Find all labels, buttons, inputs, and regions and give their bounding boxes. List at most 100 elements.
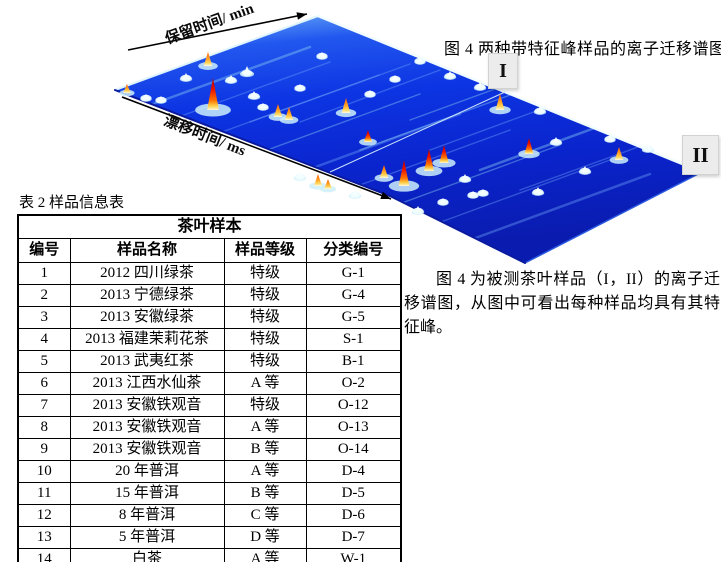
peak-marker [644, 144, 652, 150]
table-cell: A 等 [223, 548, 307, 562]
table-cell: O-13 [305, 416, 402, 439]
table-row: 14 白茶 A 等 W-1 [17, 548, 402, 562]
peak-marker [439, 145, 449, 163]
table-group-header: 茶叶样本 [17, 214, 402, 239]
table-cell: B 等 [223, 438, 307, 461]
table-cell: 白茶 [69, 548, 225, 562]
table-row: 1 2012 四川绿茶 特级 G-1 [17, 262, 402, 285]
drift-axis-arrow-head [380, 191, 391, 200]
peak-marker [414, 206, 422, 212]
table-cell: 2 [17, 284, 71, 307]
streak-line [468, 172, 652, 242]
table-cell: 特级 [223, 350, 307, 373]
peak-marker [534, 187, 542, 193]
table-cell: G-5 [305, 306, 402, 329]
peak-marker [476, 82, 484, 88]
table-cell: D-4 [305, 460, 402, 483]
peak-marker [391, 75, 399, 80]
body-paragraph: 图 4 为被测茶叶样品（I，II）的离子迁移谱图，从图中可看出每种样品均具有其特… [404, 271, 720, 336]
peak-marker [479, 189, 487, 194]
table-cell: 8 年普洱 [69, 504, 225, 527]
surface-edge [389, 195, 526, 264]
table-cell: A 等 [223, 460, 307, 483]
table-cell: 2013 福建茉莉花茶 [69, 328, 225, 351]
table-cell: 特级 [223, 262, 307, 285]
table-row: 3 2013 安徽绿茶 特级 G-5 [17, 306, 402, 329]
table-cell: 2013 武夷红茶 [69, 350, 225, 373]
peak-marker [207, 78, 219, 110]
table-row: 4 2013 福建茉莉花茶 特级 S-1 [17, 328, 402, 351]
peak-marker [424, 149, 434, 171]
table-row: 13 5 年普洱 D 等 D-7 [17, 526, 402, 549]
peak-marker [469, 191, 477, 196]
table-cell: 9 [17, 438, 71, 461]
table-cell: 15 年普洱 [69, 482, 225, 505]
table-cell: D-5 [305, 482, 402, 505]
table-cell: D-7 [305, 526, 402, 549]
table-row: 7 2013 安徽铁观音 特级 O-12 [17, 394, 402, 417]
table-cell: A 等 [223, 416, 307, 439]
table-column-header: 样品名称 [69, 238, 225, 263]
surface-edge [524, 171, 703, 264]
table-cell: 2013 安徽铁观音 [69, 416, 225, 439]
peak-marker [318, 52, 326, 57]
retention-axis-arrow-head [296, 12, 307, 20]
table-cell: G-4 [305, 284, 402, 307]
table-cell: 11 [17, 482, 71, 505]
spectrum-surface [115, 16, 702, 263]
table-cell: O-12 [305, 394, 402, 417]
table-column-header: 编号 [17, 238, 71, 263]
peak-marker [313, 174, 323, 186]
peak-marker [461, 174, 469, 180]
peak-marker [446, 71, 454, 77]
table-cell: 10 [17, 460, 71, 483]
peak-marker [536, 106, 544, 112]
peak-marker [182, 73, 190, 79]
panel-label-box-2: II [682, 135, 719, 175]
peak-marker [284, 107, 294, 120]
peak-marker [524, 138, 534, 154]
table-cell: 特级 [223, 394, 307, 417]
table-row: 9 2013 安徽铁观音 B 等 O-14 [17, 438, 402, 461]
panel-split-line [329, 91, 506, 173]
peak-marker [351, 190, 359, 196]
table-cell: C 等 [223, 504, 307, 527]
table-row: 2 2013 宁德绿茶 特级 G-4 [17, 284, 402, 307]
table-cell: B 等 [223, 482, 307, 505]
peak-marker [366, 90, 374, 95]
table-cell: D-6 [305, 504, 402, 527]
peak-marker [552, 137, 560, 143]
table-cell: 5 年普洱 [69, 526, 225, 549]
peak-marker [398, 160, 410, 186]
panel-label-1: I [499, 59, 507, 82]
peak-marker [250, 91, 258, 97]
table-cell: 2012 四川绿茶 [69, 262, 225, 285]
retention-axis-arrow [127, 13, 308, 51]
table-row: 12 8 年普洱 C 等 D-6 [17, 504, 402, 527]
table-cell: 特级 [223, 284, 307, 307]
peak-group [119, 52, 655, 215]
table-cell: 8 [17, 416, 71, 439]
table-cell: 3 [17, 306, 71, 329]
retention-axis-label: 保留时间/ min [162, 0, 257, 48]
table-cell: S-1 [305, 328, 402, 351]
table-cell: 14 [17, 548, 71, 562]
panel-label-2: II [692, 142, 709, 167]
table-cell: G-1 [305, 262, 402, 285]
peak-marker [606, 135, 614, 140]
table-row: 11 15 年普洱 B 等 D-5 [17, 482, 402, 505]
peak-marker [203, 52, 213, 66]
table-cell: 1 [17, 262, 71, 285]
peak-marker [495, 94, 505, 110]
streak-line [199, 74, 380, 141]
peak-marker [324, 179, 332, 189]
surface-edge [114, 15, 319, 91]
peak-marker [296, 84, 304, 89]
panel-label-box-1: I [488, 53, 518, 89]
table-row: 6 2013 江西水仙茶 A 等 O-2 [17, 372, 402, 395]
table-cell: 7 [17, 394, 71, 417]
surface-edge [114, 89, 391, 197]
table-cell: 2013 宁德绿茶 [69, 284, 225, 307]
